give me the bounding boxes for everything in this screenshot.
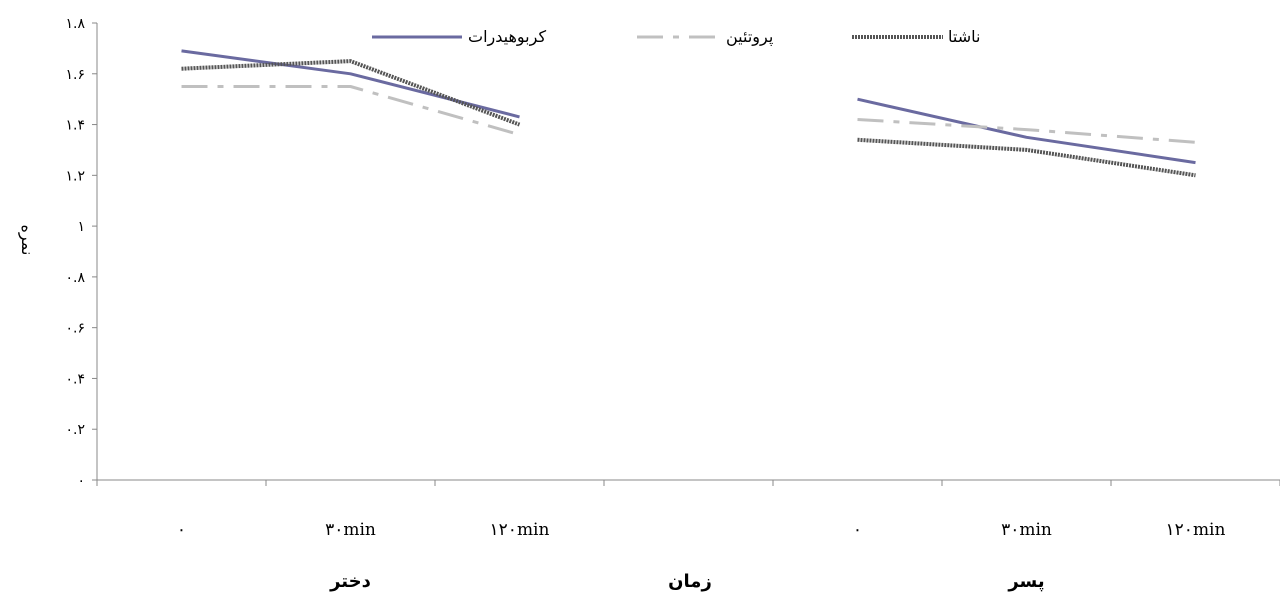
legend: کربوهیدرات پروتئین ناشتا xyxy=(372,27,980,47)
x-tick-label: ۱۲۰min xyxy=(1166,520,1226,540)
y-tick-label: ۰.۴ xyxy=(66,371,86,387)
y-tick-label: ۰ xyxy=(77,473,85,489)
y-tick-label: ۰.۲ xyxy=(66,422,86,438)
y-tick-label: ۱.۲ xyxy=(66,168,86,184)
x-ticks: ۰ ۳۰min ۱۲۰min ۰ ۳۰min ۱۲۰min دختر پسر xyxy=(96,480,1280,592)
axes xyxy=(96,23,1280,481)
y-tick-label: ۱.۸ xyxy=(66,16,86,32)
y-tick-label: ۰.۶ xyxy=(66,321,86,337)
series-lines xyxy=(181,49,1196,178)
legend-label-2: پروتئین xyxy=(726,27,773,47)
series-line-2 xyxy=(181,85,520,137)
x-tick-label: ۳۰min xyxy=(1001,520,1052,540)
group-label: دختر xyxy=(329,571,371,592)
series-line-2 xyxy=(857,118,1196,144)
group-label: پسر xyxy=(1007,571,1044,592)
x-axis-label: زمان xyxy=(668,571,712,592)
series-line-3 xyxy=(857,137,1196,178)
x-tick-label: ۰ xyxy=(177,520,186,540)
x-tick-label: ۳۰min xyxy=(325,520,376,540)
y-tick-label: ۱.۴ xyxy=(66,118,86,134)
x-tick-label: ۱۲۰min xyxy=(490,520,550,540)
y-tick-label: ۱ xyxy=(77,219,85,235)
legend-label-1: کربوهیدرات xyxy=(468,27,546,47)
y-ticks: ۰ ۰.۲ ۰.۴ ۰.۶ ۰.۸ ۱ ۱.۲ ۱.۴ ۱.۶ ۱.۸ xyxy=(66,16,97,489)
y-tick-label: ۰.۸ xyxy=(66,270,86,286)
x-tick-label: ۰ xyxy=(853,520,862,540)
y-tick-label: ۱.۶ xyxy=(66,67,86,83)
series-line-1 xyxy=(857,97,1196,165)
y-axis-label: نمره xyxy=(17,225,37,256)
legend-label-3: ناشتا xyxy=(948,27,980,46)
series-line-3 xyxy=(181,59,521,127)
